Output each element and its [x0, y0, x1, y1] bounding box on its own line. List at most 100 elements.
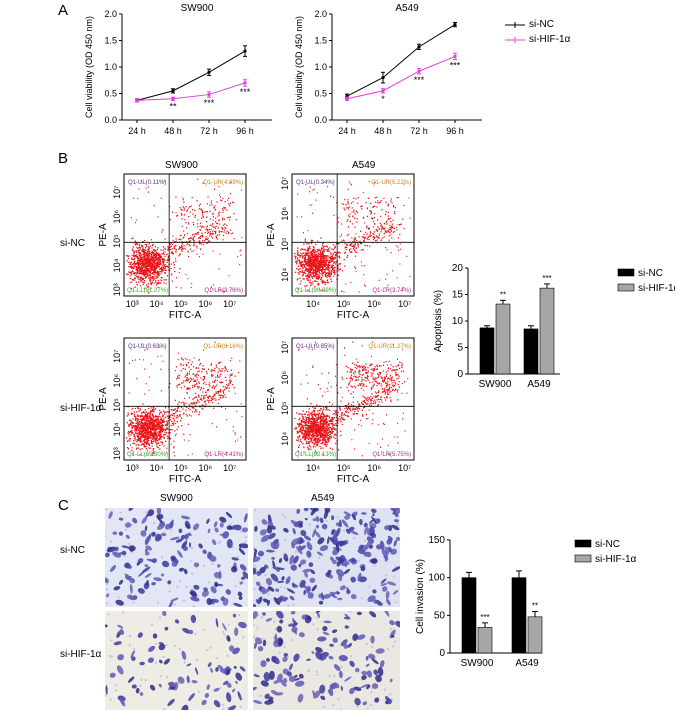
legend-label: si-NC: [595, 539, 620, 550]
membrane-pore: [170, 528, 173, 531]
stained-cell: [226, 669, 230, 675]
membrane-pore: [325, 519, 329, 523]
stained-cell: [174, 619, 180, 624]
stained-cell: [303, 508, 309, 512]
flow-plot-a549-si-hif: Q1-UL(0.85%) Q1-UR(11.27%) Q1-LL(82.13%) Q1…: [266, 337, 415, 485]
membrane-pore: [315, 616, 319, 619]
quadrant-lr-label: Q1-LR(3.73%): [204, 288, 243, 294]
stained-cell: [210, 586, 217, 594]
stained-cell: [344, 514, 351, 520]
stained-cell: [234, 627, 239, 636]
stained-cell: [254, 525, 258, 532]
stained-cell: [136, 561, 141, 566]
stained-cell: [386, 581, 397, 586]
stained-cell: [128, 508, 134, 511]
stained-cell: [386, 698, 392, 705]
stained-cell: [306, 541, 313, 551]
stained-cell: [149, 684, 156, 691]
y-tick-label: 10⁵: [112, 398, 122, 412]
membrane-pore: [315, 670, 319, 674]
stained-cell: [298, 673, 304, 679]
stained-cell: [178, 567, 185, 572]
stained-cell: [207, 528, 211, 534]
legend-item-si-nc: si-NC: [504, 17, 570, 32]
stained-cell: [315, 646, 323, 653]
membrane-pore: [340, 665, 343, 669]
quadrant-ll-label: Q1-LL(82.13%): [295, 452, 336, 458]
stained-cell: [368, 653, 376, 660]
stained-cell: [276, 611, 284, 619]
membrane-pore: [396, 522, 399, 525]
membrane-pore: [145, 511, 148, 514]
membrane-pore: [254, 509, 257, 512]
y-tick-label: 10⁵: [280, 401, 290, 415]
x-axis-label: FITC-A: [337, 474, 370, 485]
y-axis-label: Apoptosis (%): [433, 290, 444, 352]
x-tick-label: 10⁵: [337, 299, 351, 309]
stained-cell: [235, 681, 238, 684]
membrane-pore: [165, 643, 168, 647]
stained-cell: [222, 597, 229, 606]
y-axis-label: Cell invasion (%): [415, 559, 426, 634]
stained-cell: [315, 516, 320, 522]
stained-cell: [303, 535, 312, 541]
stained-cell: [384, 546, 390, 555]
membrane-pore: [197, 690, 201, 693]
stained-cell: [296, 508, 301, 514]
stained-cell: [139, 661, 145, 666]
stained-cell: [117, 624, 124, 629]
y-tick-label: 1.0: [314, 62, 327, 72]
stained-cell: [359, 518, 363, 526]
membrane-pore: [239, 530, 243, 533]
stained-cell: [253, 611, 258, 619]
stained-cell: [273, 680, 279, 684]
stained-cell: [233, 602, 243, 607]
stained-cell: [228, 705, 237, 710]
stained-cell: [333, 682, 340, 689]
stained-cell: [347, 643, 353, 648]
bar: [479, 327, 495, 375]
membrane-pore: [389, 693, 392, 696]
stained-cell: [302, 568, 312, 573]
membrane-pore: [267, 593, 270, 596]
membrane-pore: [122, 611, 125, 614]
x-tick-label: 10³: [126, 463, 139, 473]
stained-cell: [121, 550, 127, 556]
membrane-pore: [178, 647, 181, 650]
bar: [527, 616, 543, 654]
stained-cell: [211, 539, 217, 546]
stained-cell: [353, 686, 362, 691]
membrane-pore: [195, 658, 198, 661]
stained-cell: [368, 611, 373, 615]
stained-cell: [356, 634, 366, 640]
membrane-pore: [106, 588, 109, 591]
stained-cell: [267, 520, 274, 526]
stained-cell: [338, 519, 342, 527]
series-line: [346, 24, 456, 97]
membrane-pore: [384, 574, 388, 577]
stained-cell: [152, 633, 158, 639]
stained-cell: [348, 526, 355, 531]
y-tick-label: 10⁷: [280, 341, 290, 354]
stained-cell: [365, 663, 370, 667]
bar: [511, 577, 527, 654]
membrane-pore: [166, 675, 169, 679]
stained-cell: [391, 566, 400, 572]
stained-cell: [357, 548, 366, 555]
stained-cell: [315, 611, 322, 614]
membrane-pore: [254, 565, 257, 568]
stained-cell: [125, 534, 130, 539]
stained-cell: [177, 676, 185, 684]
stained-cell: [219, 522, 224, 528]
significance-mark: ***: [480, 613, 489, 622]
stained-cell: [105, 552, 110, 558]
membrane-pore: [194, 632, 197, 636]
stained-cell: [294, 629, 297, 635]
membrane-pore: [253, 563, 255, 566]
stained-cell: [325, 572, 331, 578]
stained-cell: [239, 581, 244, 585]
panel-letter-c: C: [58, 497, 69, 514]
membrane-pore: [173, 603, 176, 606]
membrane-pore: [168, 590, 171, 593]
quadrant-ul-label: Q1-UL(0.34%): [296, 180, 335, 186]
